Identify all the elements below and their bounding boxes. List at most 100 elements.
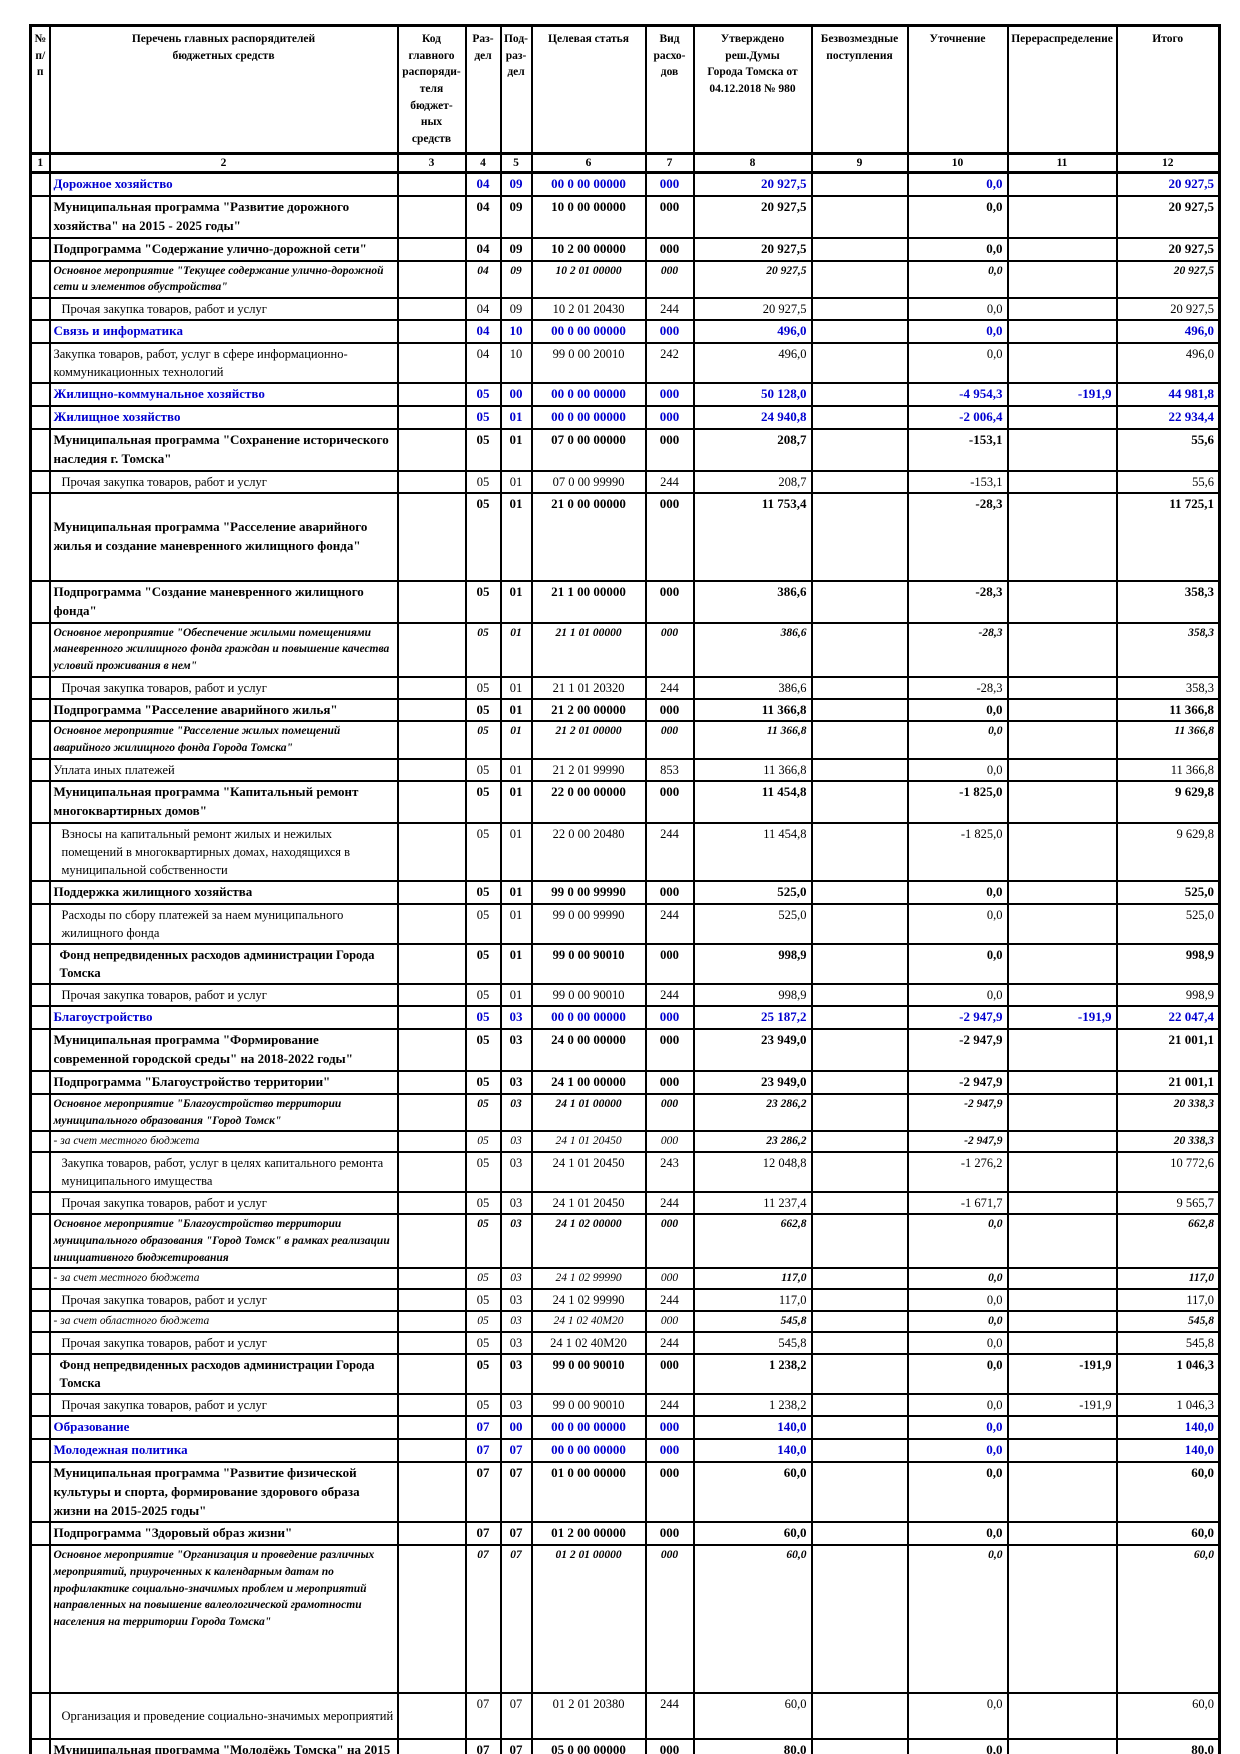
cell-gratuitous [810,1028,909,1073]
cell-podrazdel: 09 [499,236,533,262]
cell-total: 9 565,7 [1115,1191,1221,1216]
cell-redistribution [1006,1521,1118,1547]
cell-number [29,428,51,472]
cell-podrazdel: 01 [499,983,533,1008]
cell-target-article: 21 2 01 00000 [530,720,647,760]
cell-grbs-code [396,382,467,408]
cell-name: Основное мероприятие "Обеспечение жилыми… [48,621,399,678]
column-header: Уточнение [906,24,1009,155]
cell-total: 117,0 [1115,1267,1221,1290]
cell-redistribution: -191,9 [1006,1393,1118,1418]
cell-name: Жилищно-коммунальное хозяйство [48,382,399,408]
table-row: - за счет местного бюджета 05 03 24 1 02 99… [29,1267,1221,1290]
cell-number [29,1738,51,1754]
cell-approved: 662,8 [692,1213,813,1270]
cell-razdel: 07 [464,1460,502,1524]
cell-razdel: 04 [464,195,502,239]
cell-number [29,1393,51,1418]
cell-target-article: 07 0 00 00000 [530,428,647,472]
cell-expense-type: 000 [644,236,695,262]
cell-grbs-code [396,1738,467,1754]
cell-razdel: 05 [464,1267,502,1290]
cell-podrazdel: 03 [499,1267,533,1290]
cell-expense-type: 000 [644,579,695,624]
cell-target-article: 99 0 00 90010 [530,1393,647,1418]
cell-razdel: 05 [464,1287,502,1313]
cell-total: 20 338,3 [1115,1130,1221,1153]
cell-name: Прочая закупка товаров, работ и услуг [48,1330,399,1355]
cell-razdel: 07 [464,1521,502,1547]
table-row: Основное мероприятие "Текущее содержание… [29,259,1221,300]
cell-redistribution [1006,319,1118,345]
cell-number [29,1460,51,1524]
cell-razdel: 04 [464,297,502,322]
cell-name: Жилищное хозяйство [48,405,399,430]
cell-grbs-code [396,171,467,198]
cell-grbs-code [396,297,467,322]
cell-razdel: 05 [464,880,502,905]
cell-adjustment: 0,0 [906,1521,1009,1547]
column-header: № п/п [29,24,51,155]
column-number: 4 [464,152,502,175]
cell-podrazdel: 03 [499,1070,533,1095]
cell-target-article: 21 1 01 00000 [530,621,647,678]
cell-expense-type: 000 [644,779,695,824]
cell-razdel: 07 [464,1692,502,1741]
cell-target-article: 01 0 00 00000 [530,1460,647,1524]
table-row: Основное мероприятие "Обеспечение жилыми… [29,621,1221,678]
cell-expense-type: 000 [644,880,695,905]
table-row: Подпрограмма "Расселение аварийного жиль… [29,697,1221,723]
cell-redistribution [1006,675,1118,700]
cell-redistribution: -191,9 [1006,1005,1118,1031]
cell-number [29,1692,51,1741]
cell-target-article: 10 2 01 20430 [530,297,647,322]
cell-redistribution [1006,342,1118,385]
cell-grbs-code [396,428,467,472]
cell-razdel: 05 [464,1393,502,1418]
cell-total: 80,0 [1115,1738,1221,1754]
cell-redistribution [1006,880,1118,905]
cell-redistribution [1006,1092,1118,1133]
cell-expense-type: 244 [644,1393,695,1418]
cell-number [29,1544,51,1695]
cell-gratuitous [810,428,909,472]
cell-adjustment: 0,0 [906,1330,1009,1355]
cell-name: Организация и проведение социально-значи… [48,1692,399,1741]
cell-gratuitous [810,259,909,300]
cell-target-article: 10 2 01 00000 [530,259,647,300]
cell-adjustment: -2 947,9 [906,1070,1009,1095]
cell-total: 11 366,8 [1115,720,1221,760]
cell-gratuitous [810,1393,909,1418]
cell-podrazdel: 10 [499,319,533,345]
cell-podrazdel: 09 [499,171,533,198]
cell-podrazdel: 01 [499,943,533,986]
cell-number [29,1352,51,1396]
cell-approved: 525,0 [692,880,813,905]
table-row: Взносы на капитальный ремонт жилых и неж… [29,821,1221,883]
table-row: Муниципальная программа "Сохранение исто… [29,428,1221,472]
cell-podrazdel: 03 [499,1005,533,1031]
header-row: № п/п Перечень главных распорядителей бюд… [29,24,1221,155]
cell-total: 20 927,5 [1115,236,1221,262]
cell-podrazdel: 01 [499,621,533,678]
cell-target-article: 00 0 00 00000 [530,382,647,408]
cell-target-article: 24 1 00 00000 [530,1070,647,1095]
cell-name: Расходы по сбору платежей за наем муници… [48,902,399,946]
cell-podrazdel: 00 [499,1415,533,1441]
cell-number [29,259,51,300]
cell-redistribution [1006,1150,1118,1194]
cell-adjustment: 0,0 [906,943,1009,986]
cell-number [29,1130,51,1153]
cell-number [29,297,51,322]
cell-number [29,382,51,408]
cell-name: Взносы на капитальный ремонт жилых и неж… [48,821,399,883]
cell-redistribution [1006,1028,1118,1073]
cell-expense-type: 853 [644,757,695,782]
cell-expense-type: 000 [644,1092,695,1133]
cell-approved: 208,7 [692,469,813,494]
cell-razdel: 05 [464,1330,502,1355]
cell-number [29,1092,51,1133]
cell-grbs-code [396,983,467,1008]
cell-name: Уплата иных платежей [48,757,399,782]
cell-razdel: 05 [464,491,502,582]
